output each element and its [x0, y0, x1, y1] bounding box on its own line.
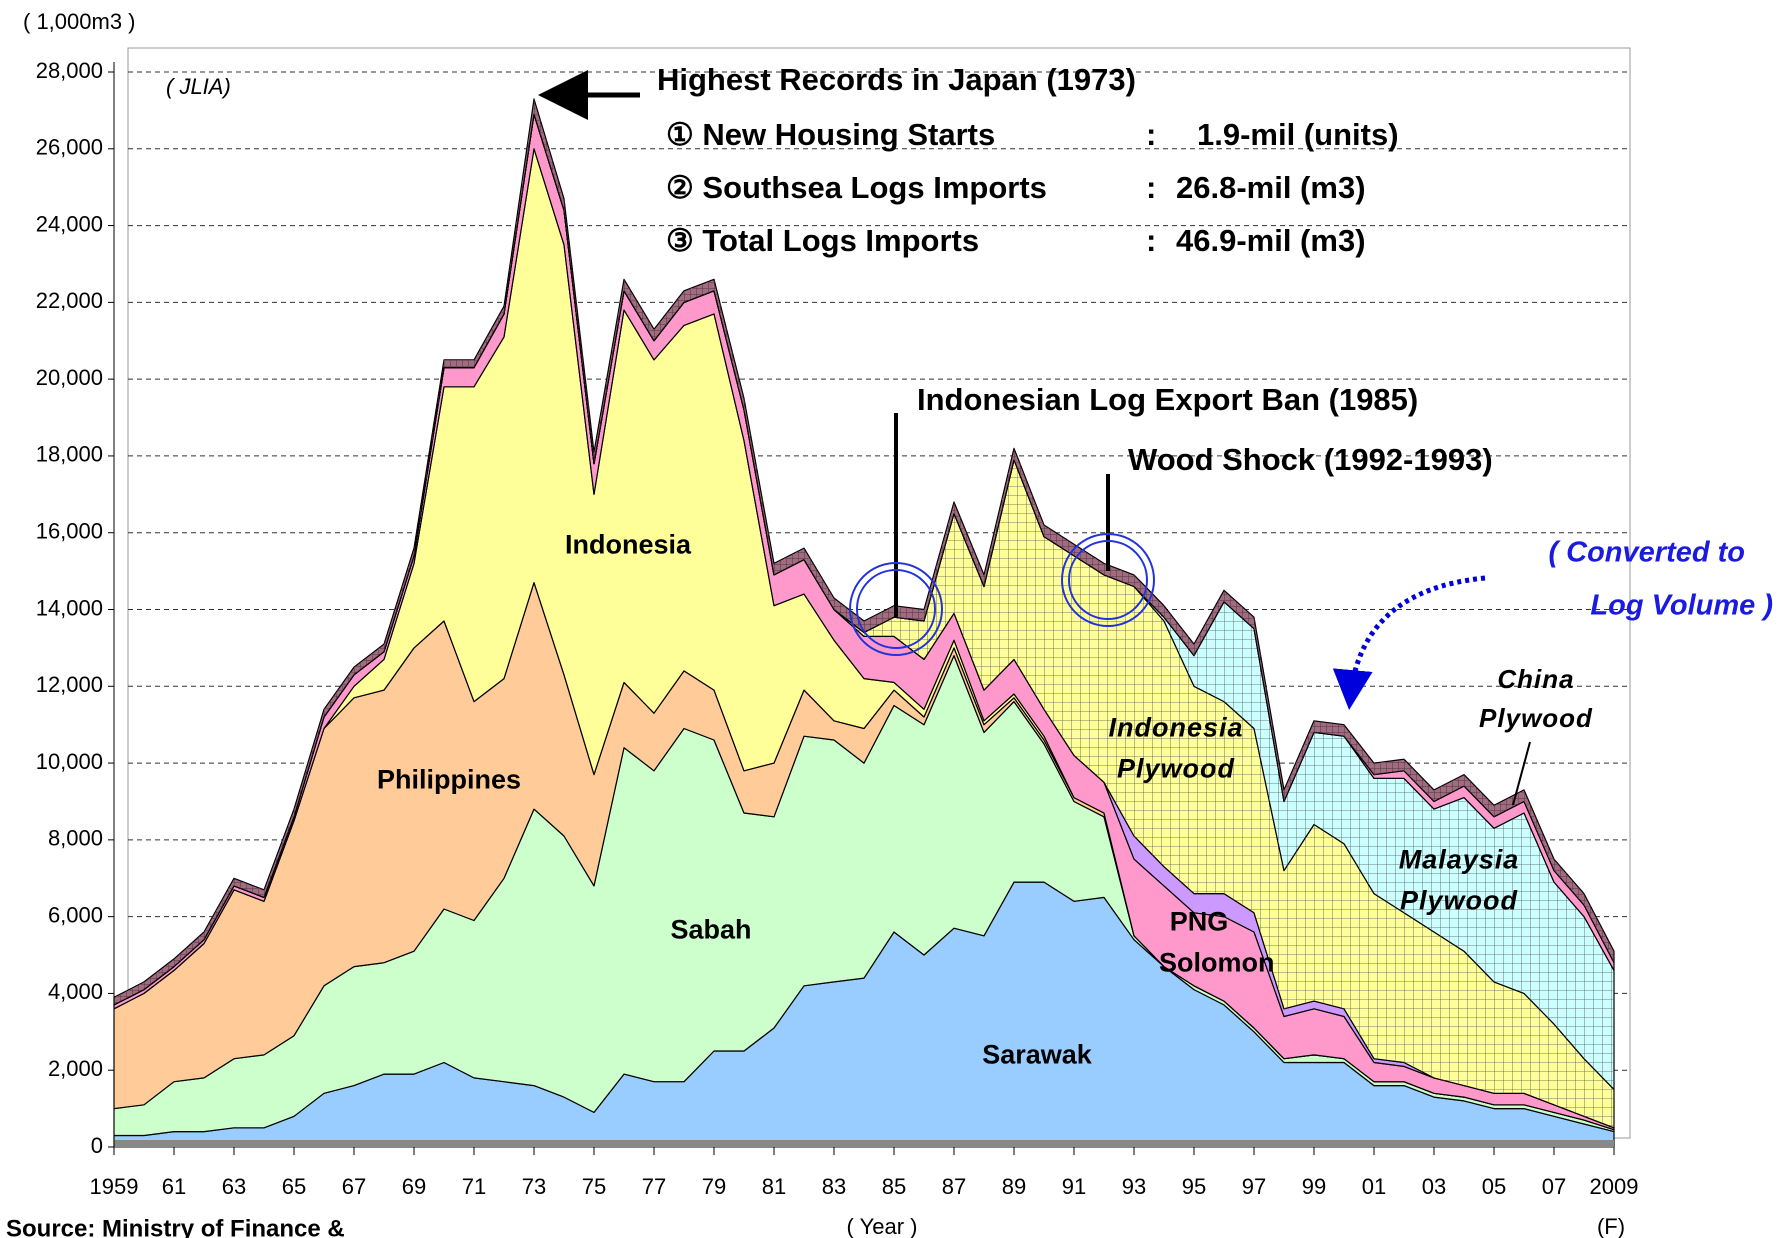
- x-tick-label: 79: [702, 1174, 726, 1199]
- area-label: Malaysia Plywood: [1398, 844, 1520, 916]
- x-tick-label: 01: [1362, 1174, 1386, 1199]
- record-colon: :: [1146, 223, 1156, 258]
- y-tick-label: 2,000: [48, 1056, 103, 1081]
- x-tick-label: 63: [222, 1174, 246, 1199]
- source: Source: Ministry of Finance &: [6, 1215, 345, 1238]
- x-tick-label: 93: [1122, 1174, 1146, 1199]
- x-tick-label: 95: [1182, 1174, 1206, 1199]
- converted-arrow: [1332, 575, 1486, 710]
- record-label: ② Southsea Logs Imports: [666, 170, 1047, 205]
- x-tick-label: 07: [1542, 1174, 1566, 1199]
- area-pattern: [114, 98, 1614, 1005]
- x-tick-label: 85: [882, 1174, 906, 1199]
- x-tick-label: 61: [162, 1174, 186, 1199]
- x-tick-label: 1959: [90, 1174, 139, 1199]
- y-unit: ( 1,000m3 ): [23, 9, 136, 34]
- x-tick-label: 03: [1422, 1174, 1446, 1199]
- y-tick-label: 18,000: [36, 442, 103, 467]
- y-tick-label: 26,000: [36, 135, 103, 160]
- record-colon: :: [1146, 170, 1156, 205]
- record-value: 46.9-mil (m3): [1176, 223, 1366, 258]
- x-tick-label: 2009: [1590, 1174, 1639, 1199]
- x-tick-label: 69: [402, 1174, 426, 1199]
- x-tick-label: 99: [1302, 1174, 1326, 1199]
- shock-circle: [1068, 540, 1148, 620]
- area-label: Indonesia: [564, 529, 692, 560]
- ban-circle: [856, 569, 936, 649]
- y-tick-label: 14,000: [36, 595, 103, 620]
- y-tick-label: 12,000: [36, 672, 103, 697]
- record-label: ① New Housing Starts: [666, 117, 995, 152]
- source-tag: ( JLIA): [166, 74, 231, 99]
- ban-note: Indonesian Log Export Ban (1985): [917, 382, 1418, 417]
- x-tick-label: 73: [522, 1174, 546, 1199]
- y-tick-label: 22,000: [36, 288, 103, 313]
- x-tick-label: 67: [342, 1174, 366, 1199]
- area-label: Sabah: [670, 914, 752, 945]
- x-tick-label: 83: [822, 1174, 846, 1199]
- area-label: Indonesia Plywood: [1108, 712, 1244, 784]
- x-tick-label: 87: [942, 1174, 966, 1199]
- y-tick-label: 24,000: [36, 211, 103, 236]
- ban-circle: [849, 562, 943, 656]
- area-label: Philippines: [376, 764, 522, 795]
- x-tick-label: 77: [642, 1174, 666, 1199]
- area-label: Sarawak: [982, 1039, 1092, 1070]
- x-tick-label: 71: [462, 1174, 486, 1199]
- x-tick-label: 81: [762, 1174, 786, 1199]
- x-tick-label: 91: [1062, 1174, 1086, 1199]
- floor: [114, 1140, 1614, 1148]
- x-tick-label: 75: [582, 1174, 606, 1199]
- y-tick-label: 8,000: [48, 826, 103, 851]
- x-tick-label: 05: [1482, 1174, 1506, 1199]
- converted-note: ( Converted to: [1548, 537, 1745, 569]
- area-pattern: [114, 114, 1614, 1128]
- y-tick-label: 28,000: [36, 58, 103, 83]
- y-tick-label: 6,000: [48, 902, 103, 927]
- record-value: 1.9-mil (units): [1197, 117, 1399, 152]
- y-tick-label: 10,000: [36, 749, 103, 774]
- record-label: ③ Total Logs Imports: [666, 223, 979, 258]
- converted-note: Log Volume ): [1590, 590, 1773, 622]
- area-label: PNG Solomon: [1159, 906, 1275, 978]
- y-tick-label: 20,000: [36, 365, 103, 390]
- x-axis-label: ( Year ): [847, 1214, 918, 1238]
- x-tick-label: 89: [1002, 1174, 1026, 1199]
- y-tick-label: 4,000: [48, 979, 103, 1004]
- china-pointer: [1512, 741, 1531, 806]
- y-tick-label: 0: [91, 1133, 103, 1158]
- y-tick-label: 16,000: [36, 519, 103, 544]
- x-tick-label: 65: [282, 1174, 306, 1199]
- record-colon: :: [1146, 117, 1156, 152]
- area-label: China Plywood: [1479, 664, 1593, 733]
- peak-note: Highest Records in Japan (1973): [657, 62, 1136, 97]
- record-value: 26.8-mil (m3): [1176, 170, 1366, 205]
- x-tick-label: 97: [1242, 1174, 1266, 1199]
- shock-circle: [1061, 533, 1155, 627]
- shock-note: Wood Shock (1992-1993): [1128, 442, 1493, 477]
- forecast-mark: (F): [1597, 1214, 1625, 1238]
